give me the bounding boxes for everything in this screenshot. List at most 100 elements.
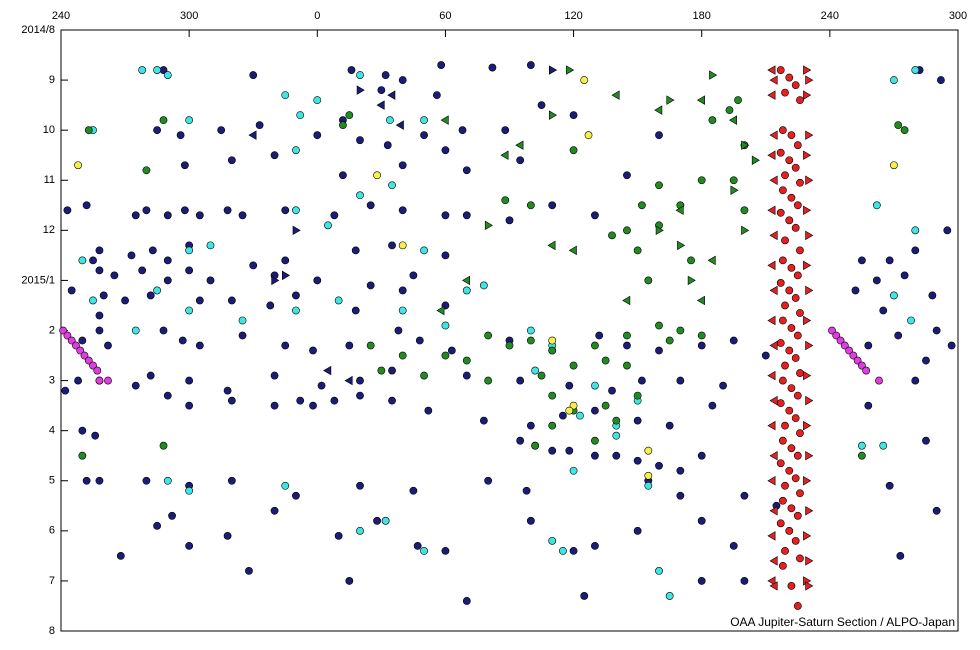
y-tick-label: 2 [49,324,55,336]
circle-marker [548,391,557,400]
circle-marker [330,211,339,220]
triangle-marker [769,285,778,296]
circle-marker [334,531,343,540]
triangle-marker [803,315,812,326]
triangle-marker [767,315,776,326]
circle-marker [633,456,642,465]
circle-marker [558,546,567,555]
triangle-marker [805,340,814,351]
triangle-marker [654,105,663,115]
circle-marker [398,286,407,295]
circle-marker [857,256,866,265]
circle-marker [796,246,804,255]
circle-marker [409,486,418,495]
circle-marker [900,271,909,280]
triangle-marker [805,175,814,185]
circle-marker [505,216,514,225]
circle-marker [890,161,898,170]
circle-marker [793,201,802,210]
circle-marker [781,236,789,245]
triangle-marker [805,130,814,140]
circle-marker [270,401,279,410]
triangle-marker [803,476,812,486]
circle-marker [761,351,770,360]
circle-marker [317,381,326,390]
circle-marker [163,256,172,265]
triangle-marker [767,370,776,381]
circle-marker [796,369,804,377]
triangle-marker [803,150,812,160]
circle-marker [591,341,599,350]
triangle-marker [484,220,493,231]
circle-marker [131,381,140,390]
circle-marker [584,131,593,140]
triangle-marker [803,90,812,100]
circle-marker [894,121,903,130]
circle-marker [787,384,796,392]
circle-marker [356,191,364,200]
circle-marker [116,551,125,560]
circle-marker [78,426,87,435]
circle-marker [548,201,557,210]
circle-marker [900,126,909,135]
triangle-marker [751,155,760,165]
circle-marker [398,76,407,84]
circle-marker [127,251,136,260]
circle-marker [206,241,215,250]
circle-marker [791,354,800,362]
circle-marker [168,511,176,520]
circle-marker [644,446,653,455]
circle-marker [398,241,407,250]
triangle-marker [440,115,449,125]
circle-marker [176,131,185,140]
circle-marker [339,171,347,180]
triangle-marker [282,270,291,281]
circle-marker [385,116,394,125]
circle-marker [655,131,663,140]
circle-marker [796,309,804,317]
circle-marker [462,371,471,380]
circle-marker [943,226,952,235]
circle-marker [787,193,796,202]
circle-marker [894,331,903,340]
triangle-marker [548,110,558,120]
circle-marker [270,506,279,515]
circle-marker [415,336,424,345]
triangle-marker [387,90,396,100]
triangle-marker [728,115,737,125]
circle-marker [462,211,471,220]
circle-marker [569,361,578,370]
circle-marker [785,346,794,355]
circle-marker [785,286,794,295]
circle-marker [63,331,72,340]
circle-marker [911,66,920,74]
circle-marker [345,341,354,350]
circle-marker [131,211,140,220]
circle-marker [185,486,194,495]
circle-marker [516,436,525,445]
circle-marker [793,271,802,280]
circle-marker [719,381,727,390]
circle-marker [885,481,894,490]
credit: OAA Jupiter-Saturn Section / ALPO-Japan [730,615,955,629]
circle-marker [63,206,72,215]
circle-marker [227,156,236,165]
circle-marker [612,431,621,440]
triangle-marker [805,581,814,591]
circle-marker [309,346,317,355]
circle-marker [785,406,794,415]
circle-marker [356,71,364,79]
circle-marker [601,401,610,410]
circle-marker [665,592,674,600]
circle-marker [623,341,631,350]
circle-marker [697,451,706,460]
circle-marker [591,541,599,550]
circle-marker [142,206,151,215]
circle-marker [740,206,749,215]
circle-marker [591,451,599,460]
circle-marker [796,489,804,498]
circle-marker [110,271,119,280]
circle-marker [836,336,845,345]
triangle-marker [767,150,776,160]
circle-marker [729,336,738,345]
